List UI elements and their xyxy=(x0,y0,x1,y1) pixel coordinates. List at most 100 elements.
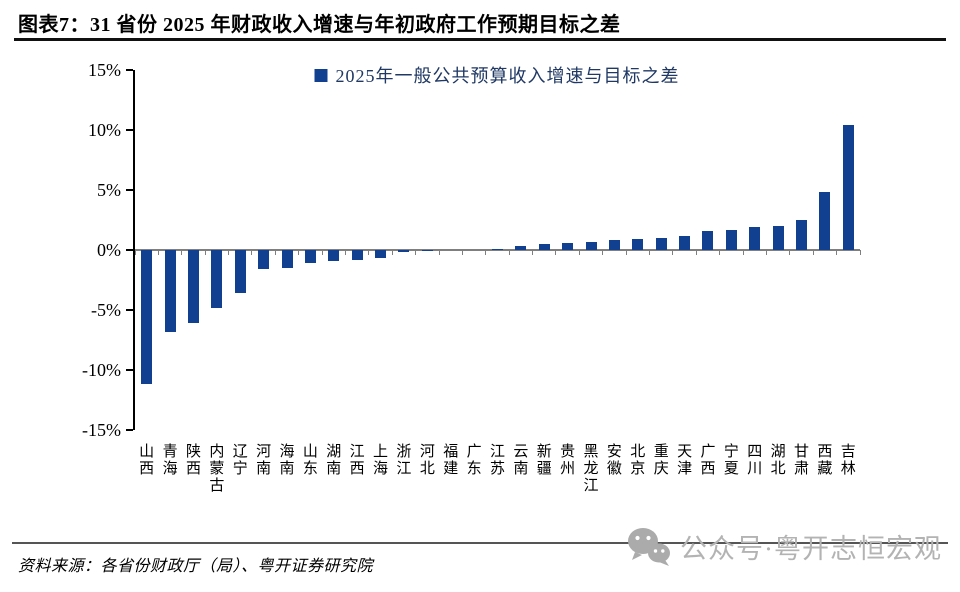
x-axis-tick xyxy=(344,250,346,255)
bar xyxy=(819,192,831,250)
x-axis-tick xyxy=(719,250,721,255)
x-axis-tick xyxy=(859,250,861,255)
x-label: 福建 xyxy=(443,444,459,477)
bar xyxy=(328,250,340,261)
x-axis-tick xyxy=(765,250,767,255)
bar xyxy=(164,250,176,332)
bar xyxy=(492,248,503,250)
x-label: 海南 xyxy=(279,444,295,477)
y-tick-label: -10% xyxy=(82,360,121,380)
x-axis-tick xyxy=(251,250,253,255)
watermark: 公众号·粤开志恒宏观 xyxy=(626,526,942,566)
bar xyxy=(585,241,597,250)
bar xyxy=(702,230,714,250)
x-label: 西藏 xyxy=(817,444,833,477)
x-label: 吉林 xyxy=(840,444,856,477)
x-label: 云南 xyxy=(513,444,529,477)
x-label: 江西 xyxy=(349,444,365,477)
x-label: 河南 xyxy=(256,444,272,477)
y-axis xyxy=(133,70,135,430)
bar xyxy=(679,235,691,250)
source-note: 资料来源：各省份财政厅（局）、粤开证券研究院 xyxy=(18,558,374,575)
x-axis-tick xyxy=(836,250,838,255)
x-label: 山西 xyxy=(139,444,155,477)
x-label: 山东 xyxy=(302,444,318,477)
x-label: 上海 xyxy=(373,444,389,477)
x-axis-tick xyxy=(368,250,370,255)
bar xyxy=(281,250,293,268)
x-label: 天津 xyxy=(677,444,693,477)
x-axis-tick xyxy=(181,250,183,255)
x-label: 安徽 xyxy=(606,444,622,477)
x-axis-tick xyxy=(555,250,557,255)
x-label: 黑龙江 xyxy=(583,444,599,494)
x-label: 湖南 xyxy=(326,444,342,477)
chart-legend: 2025年一般公共预算收入增速与目标之差 xyxy=(314,62,680,88)
x-label: 河北 xyxy=(419,444,435,477)
x-axis-tick xyxy=(228,250,230,255)
y-axis-tick xyxy=(126,309,133,311)
bar xyxy=(796,220,808,250)
x-axis-tick xyxy=(438,250,440,255)
x-axis-tick xyxy=(672,250,674,255)
x-axis-tick xyxy=(415,250,417,255)
y-tick-label: -15% xyxy=(82,420,121,440)
x-axis-tick xyxy=(485,250,487,255)
x-axis-tick xyxy=(157,250,159,255)
y-tick-label: 0% xyxy=(97,240,121,260)
x-label: 陕西 xyxy=(185,444,201,477)
x-label: 贵州 xyxy=(560,444,576,477)
bar xyxy=(655,238,667,250)
y-axis-tick xyxy=(126,69,133,71)
x-axis-line xyxy=(135,249,860,251)
bar xyxy=(234,250,246,294)
x-axis-tick xyxy=(298,250,300,255)
x-label: 甘肃 xyxy=(794,444,810,477)
x-label: 浙江 xyxy=(396,444,412,477)
y-tick-label: 5% xyxy=(97,180,121,200)
y-axis-tick xyxy=(126,189,133,191)
x-axis-tick xyxy=(532,250,534,255)
x-axis-tick xyxy=(274,250,276,255)
x-axis-tick xyxy=(134,250,136,255)
x-label: 青海 xyxy=(162,444,178,477)
bar xyxy=(538,244,550,250)
y-axis-tick xyxy=(126,429,133,431)
bar xyxy=(141,250,153,385)
x-label: 湖北 xyxy=(770,444,786,477)
title-underline xyxy=(14,38,946,41)
bar xyxy=(515,246,527,250)
x-axis-tick xyxy=(742,250,744,255)
wechat-icon xyxy=(628,528,670,566)
bar xyxy=(562,242,574,250)
x-axis-tick xyxy=(602,250,604,255)
x-label: 北京 xyxy=(630,444,646,477)
x-label: 四川 xyxy=(747,444,763,477)
x-axis-tick xyxy=(812,250,814,255)
watermark-text: 公众号·粤开志恒宏观 xyxy=(680,533,942,564)
x-label: 辽宁 xyxy=(232,444,248,477)
x-axis-tick xyxy=(508,250,510,255)
bar xyxy=(749,227,761,250)
bar xyxy=(608,240,620,250)
y-axis-tick xyxy=(126,249,133,251)
x-axis-tick xyxy=(204,250,206,255)
x-label: 江苏 xyxy=(489,444,505,477)
y-tick-label: 10% xyxy=(88,120,121,140)
x-label: 重庆 xyxy=(653,444,669,477)
footer-divider xyxy=(12,542,948,544)
bar xyxy=(842,125,854,250)
bar xyxy=(351,250,363,260)
x-axis-tick xyxy=(625,250,627,255)
x-label: 广东 xyxy=(466,444,482,477)
bar xyxy=(421,250,433,252)
bar xyxy=(187,250,199,324)
bar xyxy=(632,239,644,250)
x-label: 宁夏 xyxy=(723,444,739,477)
bar xyxy=(304,250,316,264)
x-axis-tick xyxy=(695,250,697,255)
bar xyxy=(211,250,223,308)
x-label: 新疆 xyxy=(536,444,552,477)
